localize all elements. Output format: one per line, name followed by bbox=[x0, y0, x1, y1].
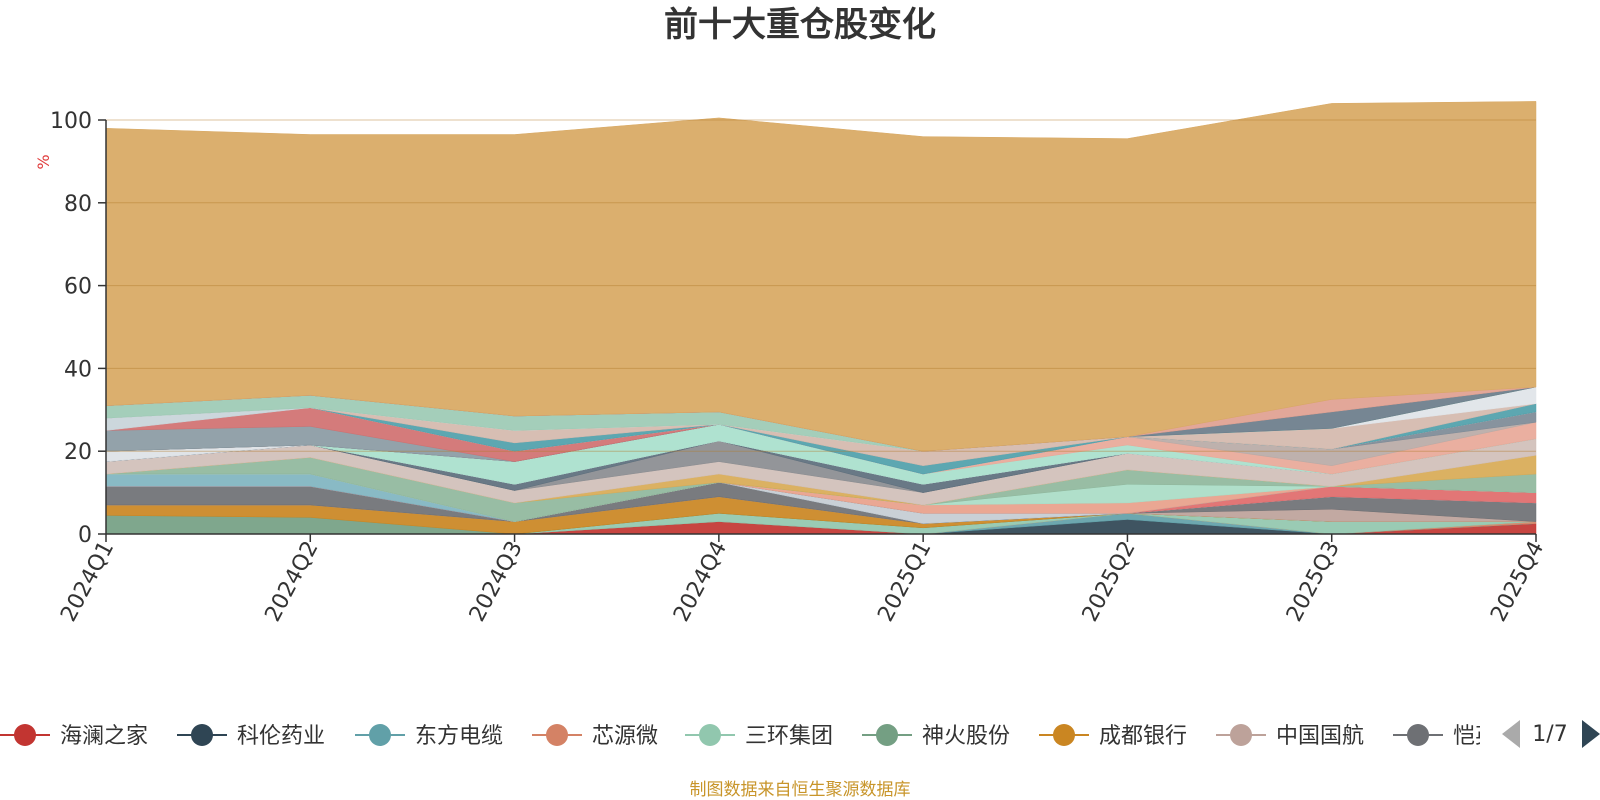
legend-page-indicator: 1/7 bbox=[1532, 722, 1567, 747]
x-tick-label-1: 2024Q2 bbox=[261, 537, 324, 626]
x-tick-label-0: 2024Q1 bbox=[56, 537, 119, 626]
legend-label-5: 神火股份 bbox=[922, 724, 1010, 749]
area-series-group bbox=[105, 101, 1537, 535]
grid-lines bbox=[106, 119, 1536, 452]
legend-item-2[interactable]: 东方电缆 bbox=[355, 724, 503, 749]
x-tick-label-4: 2025Q1 bbox=[873, 537, 936, 626]
legend-marker-1 bbox=[191, 724, 213, 746]
legend-next-page-icon[interactable] bbox=[1582, 720, 1600, 748]
legend-marker-6 bbox=[1053, 724, 1075, 746]
legend-item-3[interactable]: 芯源微 bbox=[532, 724, 658, 749]
legend-item-7[interactable]: 中国国航 bbox=[1216, 724, 1364, 749]
legend-marker-0 bbox=[14, 724, 36, 746]
chart-title: 前十大重仓股变化 bbox=[664, 5, 936, 45]
y-tick-label-4: 80 bbox=[64, 192, 92, 217]
legend-item-1[interactable]: 科伦药业 bbox=[177, 724, 325, 749]
legend-item-8[interactable]: 恺英网络 bbox=[1393, 724, 1541, 749]
legend-label-1: 科伦药业 bbox=[237, 724, 325, 749]
legend-label-7: 中国国航 bbox=[1276, 724, 1364, 749]
area-series-34 bbox=[105, 101, 1537, 452]
legend-item-4[interactable]: 三环集团 bbox=[685, 724, 833, 749]
legend-marker-4 bbox=[699, 724, 721, 746]
legend-label-2: 东方电缆 bbox=[415, 724, 503, 749]
y-tick-label-3: 60 bbox=[64, 275, 92, 300]
legend-marker-2 bbox=[369, 724, 391, 746]
legend-marker-5 bbox=[876, 724, 898, 746]
y-axis-unit-label: % bbox=[34, 154, 53, 169]
y-tick-label-0: 0 bbox=[78, 523, 92, 548]
legend-prev-page-icon[interactable] bbox=[1502, 720, 1520, 748]
legend-label-3: 芯源微 bbox=[592, 724, 658, 749]
legend-label-0: 海澜之家 bbox=[60, 724, 148, 749]
x-axis-ticks: 2024Q1 2024Q2 2024Q3 2024Q4 2025Q1 2025Q2 2025… bbox=[56, 534, 1549, 626]
legend-label-4: 三环集团 bbox=[745, 724, 833, 749]
y-tick-label-5: 100 bbox=[50, 109, 92, 134]
legend-item-5[interactable]: 神火股份 bbox=[862, 724, 1010, 749]
x-tick-label-6: 2025Q3 bbox=[1282, 537, 1345, 626]
legend-label-6: 成都银行 bbox=[1099, 724, 1187, 749]
axes bbox=[105, 120, 1536, 535]
x-tick-label-2: 2024Q3 bbox=[465, 537, 528, 626]
legend-marker-7 bbox=[1230, 724, 1252, 746]
x-tick-label-5: 2025Q2 bbox=[1078, 537, 1141, 626]
legend-marker-3 bbox=[546, 724, 568, 746]
legend-marker-8 bbox=[1407, 724, 1429, 746]
y-tick-label-2: 40 bbox=[64, 357, 92, 382]
legend-item-6[interactable]: 成都银行 bbox=[1039, 724, 1187, 749]
y-axis-ticks: 0 20 40 60 80 100 bbox=[50, 109, 106, 548]
legend-item-0[interactable]: 海澜之家 bbox=[0, 724, 148, 749]
legend-items: 海澜之家 科伦药业 东方电缆 芯源微 三环集团 神火股份 成都银行 中国国航 恺英网络 bbox=[0, 724, 1541, 749]
x-tick-label-7: 2025Q4 bbox=[1486, 537, 1549, 626]
legend-label-8: 恺英网络 bbox=[1453, 724, 1541, 749]
x-tick-label-3: 2024Q4 bbox=[669, 537, 732, 626]
data-source-note: 制图数据来自恒生聚源数据库 bbox=[690, 780, 911, 800]
y-tick-label-1: 20 bbox=[64, 440, 92, 465]
legend: 海澜之家 科伦药业 东方电缆 芯源微 三环集团 神火股份 成都银行 中国国航 恺英网络 bbox=[0, 724, 1541, 749]
